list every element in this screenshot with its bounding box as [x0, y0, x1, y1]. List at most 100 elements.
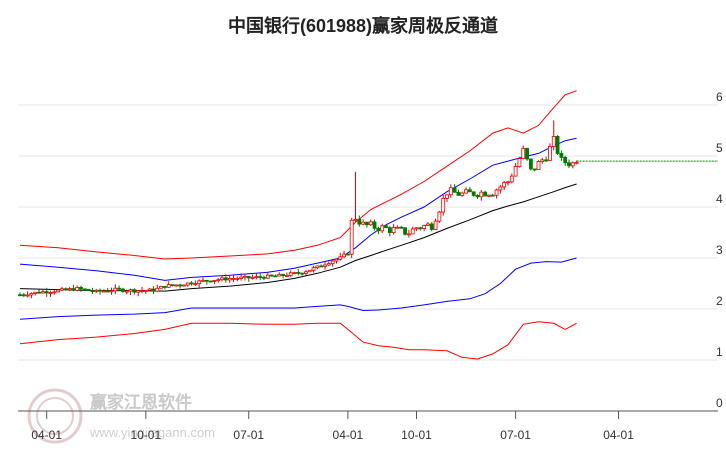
channel-line-middle — [19, 183, 577, 292]
candle-body — [452, 187, 457, 193]
candle-body — [21, 294, 26, 297]
candle-body — [132, 289, 137, 293]
watermark-url: www.yingjiagann.com — [89, 425, 215, 440]
candle-body — [124, 290, 129, 293]
candle-body — [162, 285, 167, 288]
candle-body — [166, 284, 171, 288]
candle-body — [71, 288, 76, 291]
candle-body — [418, 227, 423, 230]
candle-body — [117, 287, 122, 290]
candle-body — [391, 227, 396, 234]
x-tick-label: 04-01 — [31, 428, 62, 442]
channel-line-lower-inner — [19, 257, 577, 320]
y-tick-label: 2 — [716, 294, 723, 308]
y-axis: 0 1 2 3 4 5 6 — [716, 90, 723, 410]
candle-body — [384, 225, 388, 229]
candle-body — [479, 191, 484, 198]
candle-body — [342, 253, 346, 258]
candle-body — [441, 198, 446, 213]
candle-body — [231, 277, 236, 280]
candle-body — [75, 287, 80, 291]
candle-body — [189, 282, 194, 285]
candle-body — [216, 279, 221, 282]
channel-line-lower-outer — [19, 321, 577, 360]
candle-body — [570, 162, 575, 167]
candle-body — [246, 275, 251, 279]
candle-body — [330, 260, 335, 265]
candle-body — [414, 227, 419, 230]
candle-body — [121, 288, 125, 292]
candle-body — [445, 194, 449, 199]
candle-body — [467, 189, 472, 193]
candle-body — [227, 278, 232, 281]
candle-body — [380, 225, 385, 232]
candle-body — [471, 191, 476, 196]
candle-body — [174, 284, 179, 287]
candle-body — [506, 181, 510, 184]
candle-body — [33, 291, 38, 294]
y-tick-label: 1 — [716, 345, 723, 359]
candle-body — [48, 292, 53, 294]
candle-body — [262, 276, 266, 279]
watermark: 赢家江恩软件 www.yingjiagann.com — [27, 388, 215, 444]
candle-body — [113, 287, 118, 292]
watermark-logo-icon — [27, 388, 83, 444]
candle-body — [18, 294, 22, 297]
candle-body — [410, 228, 415, 235]
candle-body — [376, 227, 381, 232]
candle-body — [490, 194, 495, 197]
candle-body — [460, 192, 465, 196]
candle-body — [235, 277, 240, 280]
candle-body — [494, 189, 499, 196]
candle-body — [395, 226, 400, 229]
candle-body — [56, 289, 61, 293]
candle-body — [544, 159, 549, 162]
x-tick-label: 07-01 — [233, 428, 264, 442]
candle-body — [307, 269, 312, 273]
candle-body — [52, 291, 57, 294]
candle-body — [422, 225, 427, 229]
candle-body — [155, 287, 160, 292]
candle-body — [498, 186, 503, 191]
candle-body — [239, 276, 244, 279]
x-tick-label: 10-01 — [130, 428, 161, 442]
candle-body — [509, 175, 514, 183]
candle-body — [86, 288, 91, 291]
candle-body — [140, 290, 144, 292]
candle-body — [284, 275, 289, 277]
candle-body — [528, 158, 533, 170]
candle-body — [399, 226, 404, 229]
candle-body — [368, 221, 373, 226]
candle-body — [40, 291, 45, 294]
candle-body — [90, 290, 95, 292]
candle-body — [525, 147, 529, 160]
candle-body — [559, 152, 564, 158]
candle-body — [243, 275, 247, 278]
candle-body — [193, 283, 198, 286]
candle-body — [300, 272, 305, 275]
candle-body — [254, 276, 259, 279]
candle-body — [361, 221, 366, 225]
candle-body — [273, 275, 278, 278]
channel-line-upper-outer — [19, 90, 577, 260]
y-tick-label: 0 — [716, 396, 723, 410]
candle-body — [513, 166, 518, 177]
candle-body — [25, 294, 30, 297]
y-tick-label: 6 — [716, 90, 723, 104]
candle-body — [201, 279, 205, 282]
candle-body — [204, 279, 209, 282]
candle-body — [429, 223, 434, 230]
candle-body — [540, 159, 545, 162]
candle-body — [555, 136, 560, 154]
candle-body — [536, 161, 541, 170]
price-candles — [18, 120, 579, 299]
candle-body — [551, 136, 556, 147]
candle-body — [178, 284, 183, 287]
candle-body — [517, 158, 522, 167]
candle-body — [315, 265, 320, 269]
grid-lines — [18, 104, 718, 412]
candle-body — [548, 146, 552, 161]
candle-body — [357, 218, 362, 225]
candle-body — [182, 284, 186, 287]
candle-body — [406, 233, 411, 236]
